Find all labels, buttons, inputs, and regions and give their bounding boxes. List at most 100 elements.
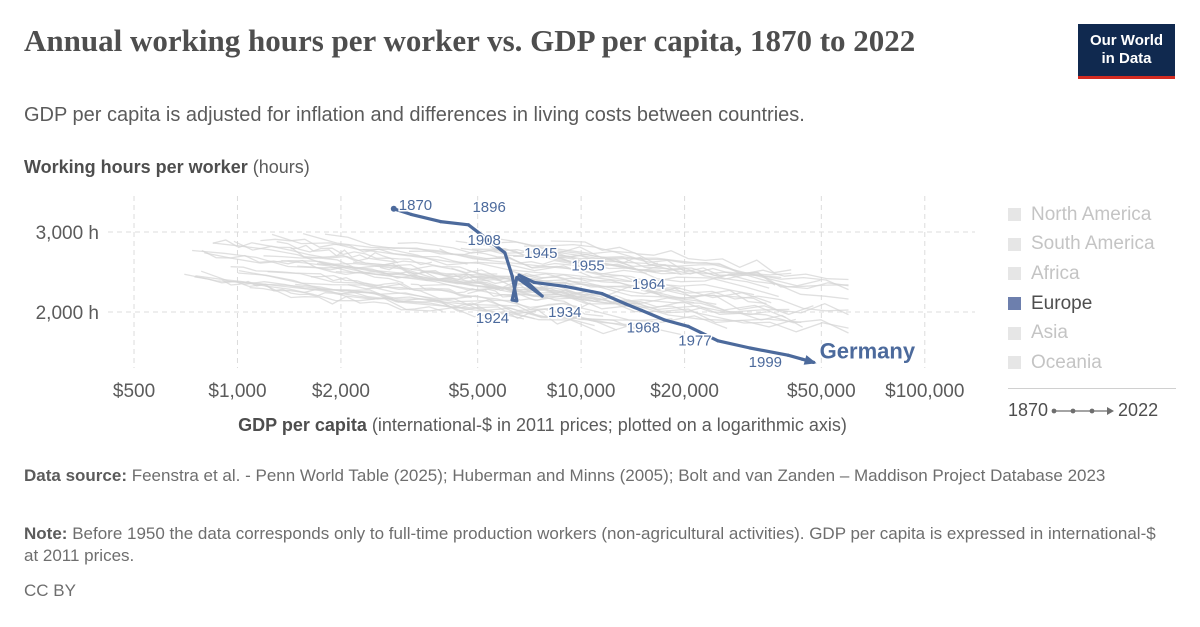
legend-label: North America: [1031, 203, 1152, 225]
germany-point-2010[interactable]: [800, 357, 804, 361]
background-country-line: [494, 241, 792, 276]
germany-series[interactable]: [390, 205, 817, 365]
series-end-label[interactable]: Germany: [818, 337, 917, 365]
germany-point-1999[interactable]: [786, 353, 790, 357]
legend-label: Asia: [1031, 322, 1068, 344]
x-tick-label: $20,000: [650, 381, 719, 402]
source-text: Feenstra et al. - Penn World Table (2025…: [131, 466, 1106, 485]
year-label-1908: 1908: [468, 232, 501, 249]
background-country-line: [195, 275, 525, 320]
legend-swatch: [1008, 267, 1021, 281]
germany-point-1924[interactable]: [510, 298, 514, 302]
background-country-line: [347, 283, 604, 317]
background-country-line: [533, 249, 849, 291]
background-country-line: [515, 272, 849, 316]
germany-point-1929[interactable]: [515, 276, 519, 280]
y-axis-title-unit: (hours): [252, 157, 310, 177]
background-country-line: [408, 250, 755, 296]
legend-item-oceania[interactable]: Oceania: [1008, 348, 1155, 378]
germany-point-1985[interactable]: [716, 339, 720, 343]
germany-point-1977[interactable]: [686, 324, 690, 328]
germany-point-1972[interactable]: [663, 318, 667, 322]
year-label-1968: 1968: [627, 319, 660, 336]
germany-point-1890[interactable]: [438, 220, 443, 224]
year-label-1924: 1924: [476, 310, 509, 327]
timeline-end: 2022: [1118, 400, 1159, 420]
source-label: Data source:: [24, 466, 127, 485]
x-tick-label: $2,000: [312, 381, 370, 402]
logo-line-2: in Data: [1101, 50, 1152, 67]
germany-point-1968[interactable]: [640, 308, 644, 312]
year-label-1955: 1955: [571, 257, 604, 274]
y-axis-title-main: Working hours per worker: [24, 157, 248, 177]
background-country-line: [260, 238, 468, 265]
legend-label: Africa: [1031, 262, 1080, 284]
owid-logo[interactable]: Our World in Data: [1078, 24, 1175, 79]
germany-point-1955[interactable]: [563, 284, 568, 288]
germany-point-1945[interactable]: [517, 273, 521, 277]
legend-item-africa[interactable]: Africa: [1008, 259, 1155, 289]
timeline-arrow-icon: [1051, 406, 1115, 415]
germany-start-point: [390, 205, 397, 212]
background-country-line: [238, 269, 673, 321]
year-label-1964: 1964: [632, 276, 665, 293]
logo-line-1: Our World: [1089, 32, 1164, 49]
y-axis-title: Working hours per worker (hours): [24, 157, 310, 178]
x-tick-label: $100,000: [885, 381, 964, 402]
background-country-line: [230, 266, 411, 291]
background-country-line: [410, 264, 717, 305]
germany-point-1918[interactable]: [515, 299, 519, 303]
legend-swatch: [1008, 326, 1021, 340]
legend-item-south-america[interactable]: South America: [1008, 230, 1155, 260]
background-country-line: [349, 290, 686, 337]
year-label-1945: 1945: [524, 245, 557, 262]
year-label-1934: 1934: [548, 304, 581, 321]
y-tick-labels: 2,000 h 3,000 h: [36, 223, 99, 324]
germany-point-1913[interactable]: [510, 274, 514, 278]
data-source: Data source: Feenstra et al. - Penn Worl…: [24, 465, 1174, 487]
year-label-1896: 1896: [472, 199, 505, 216]
year-labels: 1870 1896 1908 1924 1934 1945 1955 1964 1968 1977…: [397, 195, 917, 372]
background-country-line: [290, 244, 399, 264]
legend-swatch: [1008, 208, 1021, 222]
license[interactable]: CC BY: [24, 581, 76, 600]
legend-label: Oceania: [1031, 351, 1102, 373]
background-country-line: [276, 241, 432, 266]
legend-divider: [1008, 388, 1176, 389]
germany-point-1938[interactable]: [519, 275, 523, 279]
y-tick-label: 3,000 h: [36, 223, 99, 244]
background-country-line: [451, 267, 663, 297]
germany-point-1992[interactable]: [748, 346, 752, 350]
germany-point-1896[interactable]: [466, 223, 471, 227]
legend-item-europe[interactable]: Europe: [1008, 289, 1155, 319]
background-country-line: [338, 291, 618, 331]
background-country-line: [233, 240, 498, 275]
germany-point-1964[interactable]: [624, 302, 628, 306]
x-tick-label: $500: [113, 381, 155, 402]
legend-item-north-america[interactable]: North America: [1008, 200, 1155, 230]
year-label-1977: 1977: [678, 332, 711, 349]
germany-point-1934[interactable]: [540, 294, 544, 298]
year-label-1870: 1870: [399, 197, 432, 214]
legend-label: South America: [1031, 233, 1155, 255]
legend-item-asia[interactable]: Asia: [1008, 318, 1155, 348]
germany-point-1950[interactable]: [532, 280, 536, 284]
x-axis-title-main: GDP per capita: [238, 415, 367, 435]
germany-line[interactable]: [393, 207, 815, 364]
germany-point-1908[interactable]: [503, 251, 507, 255]
legend-label: Europe: [1031, 292, 1093, 314]
legend-swatch: [1008, 297, 1021, 311]
chart-canvas: 2,000 h 3,000 h $500 $1,000 $2,000 $5,000 $10…: [36, 195, 975, 402]
background-country-line: [222, 279, 343, 297]
x-axis-title: GDP per capita (international-$ in 2011 …: [0, 415, 1085, 436]
chart-subtitle: GDP per capita is adjusted for inflation…: [24, 104, 805, 126]
germany-point-1880[interactable]: [409, 212, 413, 216]
germany-point-1960[interactable]: [600, 292, 604, 296]
year-label-1999: 1999: [749, 354, 782, 371]
note: Note: Before 1950 the data corresponds o…: [24, 523, 1174, 567]
background-country-line: [546, 289, 766, 316]
legend: North America South America Africa Europ…: [1008, 200, 1155, 378]
germany-end-arrow: [803, 355, 817, 365]
background-country-line: [467, 289, 591, 308]
x-tick-label: $5,000: [449, 381, 507, 402]
